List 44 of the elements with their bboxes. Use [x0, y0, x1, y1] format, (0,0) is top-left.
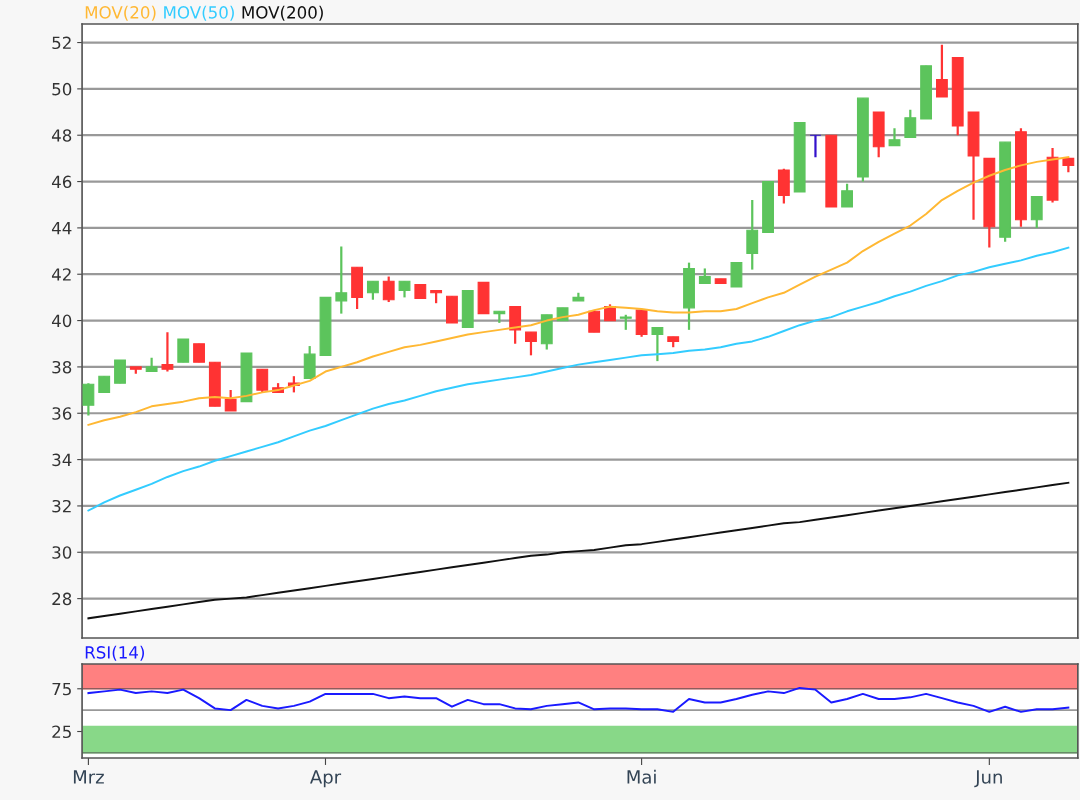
- text: MOV(20): [85, 5, 156, 21]
- y-tick-label: 75: [52, 682, 71, 696]
- candlestick: [382, 275, 395, 304]
- y-tick-label: 44: [51, 222, 72, 235]
- y-tick-label: 32: [52, 499, 71, 513]
- x-tick-label: Jun: [974, 770, 1002, 788]
- candlestick: [525, 331, 537, 357]
- candlestick: [809, 134, 822, 159]
- line-series: [87, 481, 1070, 620]
- line-series: [87, 246, 1070, 512]
- y-tick-label: 34: [52, 453, 72, 467]
- candlestick: [193, 342, 205, 364]
- text: MOV(50): [164, 5, 234, 21]
- x-tick-label: Apr: [310, 770, 342, 788]
- y-tick-label: 25: [52, 725, 71, 739]
- candlestick: [509, 305, 522, 345]
- y-tick-label: 38: [52, 360, 72, 374]
- candlestick: [177, 338, 190, 364]
- candlestick: [224, 388, 237, 413]
- candlestick: [366, 280, 379, 301]
- line-series: [87, 686, 1070, 713]
- series-label: RSI(14): [85, 645, 145, 661]
- x-tick-label: Mrz: [73, 770, 104, 784]
- y-tick-label: 40: [51, 314, 72, 328]
- y-tick-label: 48: [51, 129, 72, 142]
- candlestick: [904, 108, 917, 139]
- candlestick: [114, 358, 126, 385]
- candlestick: [746, 198, 759, 271]
- y-tick-label: 50: [52, 82, 72, 96]
- candlestick: [1030, 195, 1043, 229]
- candlestick: [651, 326, 664, 363]
- y-tick-label: 30: [52, 546, 72, 559]
- candlestick: [161, 331, 174, 373]
- y-tick-label: 52: [52, 36, 71, 50]
- text: MOV(200): [242, 5, 323, 21]
- candlestick: [256, 368, 269, 394]
- x-tick-label: Mai: [627, 769, 656, 784]
- candlestick: [841, 182, 854, 209]
- y-tick-label: 28: [52, 592, 72, 606]
- candlestick: [935, 43, 948, 99]
- y-tick-label: 46: [51, 175, 72, 189]
- y-tick-label: 36: [52, 407, 72, 420]
- y-tick-label: 42: [51, 268, 71, 281]
- candlestick: [335, 245, 348, 315]
